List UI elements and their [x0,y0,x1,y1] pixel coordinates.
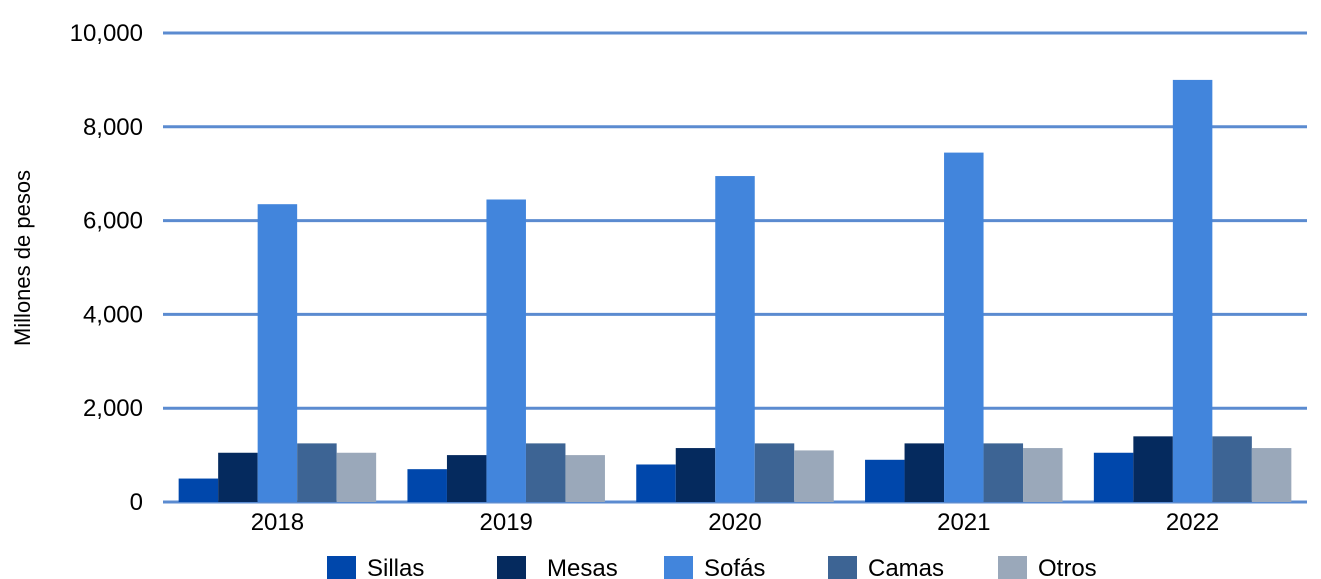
bar-sillas-2019 [407,469,447,502]
bar-camas-2018 [297,443,337,503]
bar-sillas-2021 [865,459,905,502]
bar-camas-2022 [1212,436,1252,502]
bar-otros-2020 [794,450,834,502]
legend: Sillas Mesas Sofás Camas Otros [327,555,1097,579]
bar-sillas-2022 [1093,452,1134,502]
y-axis-title: Millones de pesos [10,170,35,346]
bar-sillas-2018 [178,478,219,502]
x-tick-label: 2019 [480,509,533,536]
bar-sofas-2018 [257,204,298,502]
bar-camas-2020 [754,443,795,503]
bar-otros-2019 [565,455,605,502]
x-tick-label: 2018 [251,509,304,536]
legend-label-otros: Otros [1038,555,1097,579]
bar-sillas-2020 [636,464,676,502]
bar-otros-2021 [1023,448,1063,502]
bar-camas-2021 [983,443,1024,503]
bar-sofas-2022 [1172,79,1213,503]
bar-mesas-2020 [675,448,716,502]
bar-sofas-2019 [486,199,526,502]
bar-camas-2019 [525,443,566,503]
legend-swatch-mesas [497,556,526,579]
bar-otros-2018 [336,452,377,502]
x-axis-ticks: 2018 2019 2020 2021 2022 [251,509,1220,536]
bar-mesas-2018 [218,452,258,502]
y-tick-label: 10,000 [70,20,143,47]
y-tick-label: 0 [130,489,143,516]
legend-swatch-otros [998,556,1027,579]
y-tick-label: 6,000 [83,208,143,235]
legend-label-sillas: Sillas [367,555,424,579]
x-tick-label: 2021 [937,509,990,536]
x-tick-label: 2022 [1166,509,1219,536]
legend-label-mesas: Mesas [547,555,618,579]
x-tick-label: 2020 [708,509,761,536]
bar-otros-2022 [1251,448,1292,502]
legend-swatch-sillas [327,556,356,579]
bar-mesas-2021 [904,443,945,503]
y-axis-ticks: 0 2,000 4,000 6,000 8,000 10,000 [70,20,143,516]
bar-mesas-2022 [1133,436,1173,502]
bar-sofas-2020 [715,176,755,503]
legend-label-sofas: Sofás [704,555,765,579]
y-tick-label: 2,000 [83,395,143,422]
y-tick-label: 4,000 [83,301,143,328]
legend-label-camas: Camas [868,555,944,579]
y-tick-label: 8,000 [83,114,143,141]
bar-mesas-2019 [446,455,487,502]
legend-swatch-camas [828,556,857,579]
legend-swatch-sofas [664,556,693,579]
bar-sofas-2021 [944,152,984,502]
bars [178,79,1292,503]
